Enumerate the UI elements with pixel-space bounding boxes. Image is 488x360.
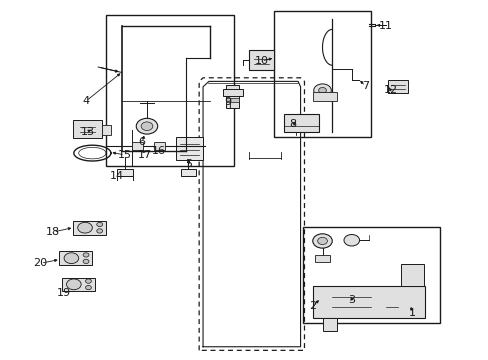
Text: 6: 6 [138, 138, 145, 147]
Circle shape [66, 279, 81, 290]
Bar [400, 264, 423, 286]
Bar [273, 12, 370, 137]
Circle shape [317, 237, 327, 244]
Bar [176, 137, 203, 160]
Bar [102, 125, 111, 135]
Text: 3: 3 [347, 295, 355, 305]
Text: 1: 1 [408, 308, 415, 318]
Text: 10: 10 [254, 56, 268, 66]
Bar [132, 142, 143, 149]
Bar [312, 92, 336, 101]
Bar [249, 50, 273, 69]
Bar [387, 80, 407, 93]
Text: 12: 12 [383, 85, 397, 95]
Circle shape [83, 259, 89, 264]
Circle shape [312, 234, 331, 248]
Bar [312, 286, 424, 318]
Bar [154, 142, 164, 149]
Text: 2: 2 [308, 301, 316, 311]
Bar [105, 15, 233, 166]
Text: 5: 5 [184, 159, 191, 169]
Bar [284, 114, 318, 132]
Bar [222, 89, 243, 96]
Text: 16: 16 [152, 145, 166, 156]
Circle shape [64, 253, 79, 264]
Text: 20: 20 [34, 258, 48, 268]
Text: 11: 11 [378, 21, 392, 31]
Bar [322, 318, 336, 330]
Text: 18: 18 [46, 227, 61, 237]
Bar [181, 169, 195, 176]
Text: 9: 9 [224, 97, 230, 107]
Circle shape [97, 229, 102, 233]
Circle shape [136, 118, 158, 134]
Bar [59, 251, 92, 265]
Text: 17: 17 [137, 150, 151, 160]
Bar [303, 226, 439, 323]
Circle shape [83, 253, 89, 257]
Circle shape [343, 234, 359, 246]
Text: 15: 15 [118, 150, 132, 160]
Circle shape [318, 87, 326, 93]
Circle shape [97, 222, 102, 226]
Circle shape [78, 222, 92, 233]
Text: 8: 8 [289, 120, 296, 129]
Circle shape [141, 122, 153, 131]
Text: 19: 19 [57, 288, 71, 298]
Bar [117, 168, 133, 176]
Bar [73, 121, 102, 138]
Bar [73, 221, 106, 234]
Circle shape [85, 279, 91, 283]
Bar [61, 278, 95, 291]
Bar [315, 255, 329, 262]
Text: 14: 14 [109, 171, 123, 181]
Bar [226, 85, 238, 108]
Circle shape [85, 285, 91, 290]
Text: 4: 4 [82, 96, 89, 106]
Text: 7: 7 [361, 81, 368, 91]
Bar [226, 98, 238, 102]
Circle shape [313, 84, 330, 97]
Text: 13: 13 [81, 127, 94, 136]
